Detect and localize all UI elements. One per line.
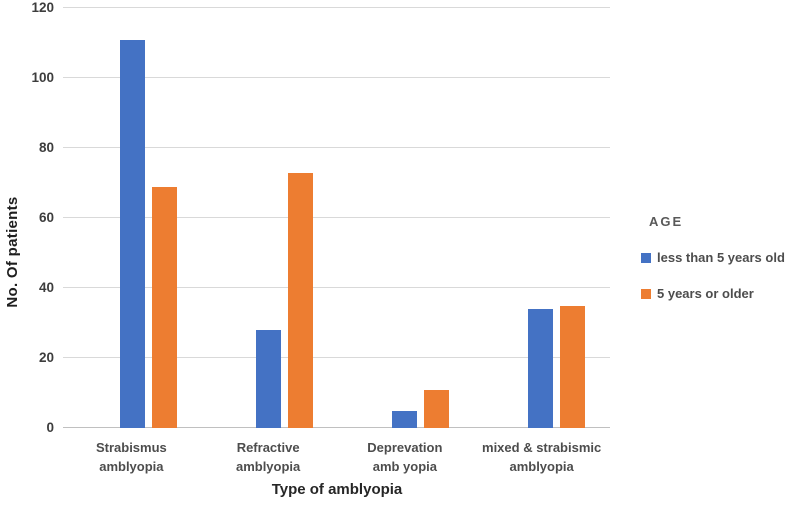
gridline [63,357,610,358]
legend-swatch-icon [641,288,651,299]
x-category-label-line1: Refractive [236,440,300,455]
legend-label: less than 5 years old [657,250,785,265]
x-category-label: mixed & strabismic amblyopia [462,438,622,476]
legend-item: less than 5 years old [641,250,787,265]
x-category-label: Strabismus amblyopia [51,438,211,476]
bar-series2-cat1 [151,186,177,428]
x-category-label-line2: amb yopia [372,459,438,474]
gridline [63,147,610,148]
bar-series1-cat4 [527,309,553,428]
y-axis-title: No. Of patients [4,196,21,308]
x-category-label: Deprevation amb yopia [325,438,485,476]
x-category-label-line1: Strabismus [95,440,167,455]
legend-label: 5 years or older [657,286,754,301]
gridline [63,7,610,8]
plot-area [63,7,610,428]
y-tick-label: 40 [38,280,54,295]
y-tick-label: 80 [38,140,54,155]
x-category-label-line1: Deprevation [367,440,443,455]
bar-series1-cat1 [119,39,145,428]
bar-series2-cat3 [423,389,449,428]
legend-title: AGE [649,214,684,229]
x-category-label-line1: mixed & strabismic [482,440,602,455]
legend-item: 5 years or older [641,286,787,301]
bar-series1-cat2 [255,330,281,428]
y-tick-label: 100 [31,70,54,85]
x-category-label: Refractive amblyopia [188,438,348,476]
x-category-label-line2: amblyopia [509,459,574,474]
bar-series1-cat3 [391,410,417,428]
gridline [63,77,610,78]
x-axis-title: Type of amblyopia [271,481,403,498]
bar-series2-cat4 [559,305,585,428]
gridline [63,217,610,218]
y-tick-label: 0 [46,420,54,435]
x-category-label-line2: amblyopia [235,459,301,474]
legend: AGE less than 5 years old 5 years or olde… [641,214,787,301]
bar-series2-cat2 [287,172,313,428]
legend-swatch-icon [641,252,651,263]
x-category-label-line2: amblyopia [99,459,164,474]
gridline [63,287,610,288]
y-tick-label: 60 [38,210,54,225]
legend-items: less than 5 years old 5 years or older [641,250,787,301]
y-tick-label: 20 [38,350,54,365]
x-axis-line [63,427,610,428]
y-tick-label: 120 [31,0,54,15]
